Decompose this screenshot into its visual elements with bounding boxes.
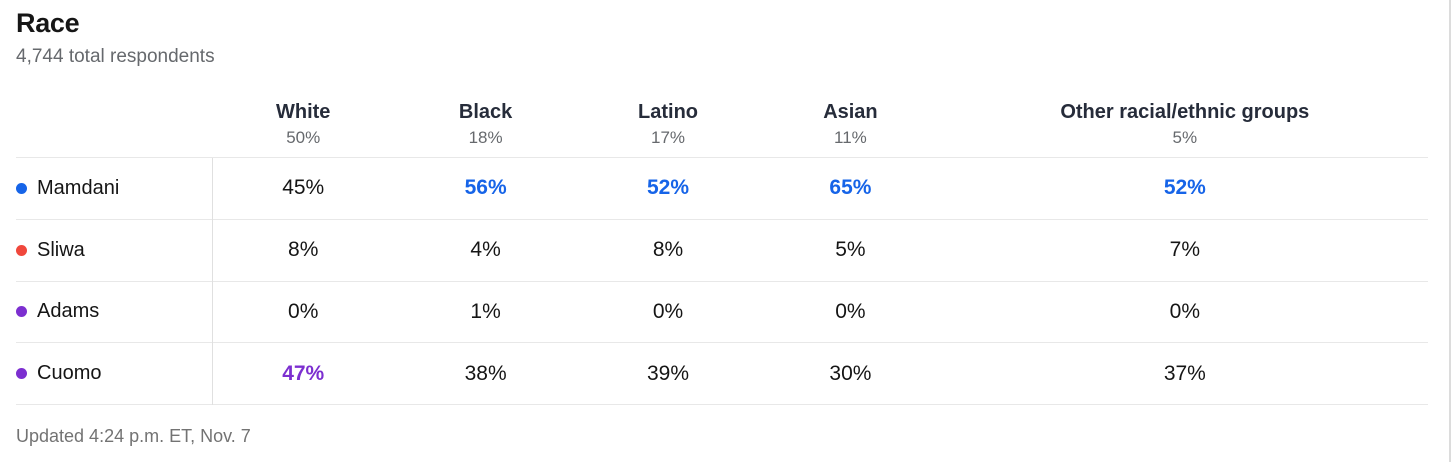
result-cell-leading: 56%	[464, 176, 507, 200]
result-cell: 45%	[282, 176, 325, 200]
result-cell-leading: 65%	[829, 176, 872, 200]
candidate-label-cell: Mamdani	[16, 177, 212, 200]
page-title: Race	[16, 8, 80, 38]
result-cell: 37%	[1163, 361, 1206, 385]
candidate-name: Sliwa	[37, 238, 85, 261]
result-cell: 0%	[1169, 299, 1200, 323]
result-cell-leading: 52%	[1163, 176, 1206, 200]
result-cell: 39%	[647, 361, 690, 385]
candidate-label-cell: Adams	[16, 300, 212, 323]
column-header-white: White 50%	[212, 96, 394, 157]
result-cell: 8%	[652, 238, 684, 262]
respondents-subtitle: 4,744 total respondents	[16, 46, 215, 67]
result-cell: 7%	[1169, 238, 1200, 262]
column-share: 11%	[834, 128, 867, 147]
right-edge-divider	[1449, 0, 1451, 462]
result-cell: 4%	[470, 238, 501, 262]
column-share: 17%	[651, 128, 686, 147]
result-cell: 0%	[652, 299, 684, 323]
table-row-mamdani: Mamdani 45% 56% 52% 65% 52%	[16, 158, 1428, 220]
result-cell: 0%	[288, 299, 319, 323]
table-row-adams: Adams 0% 1% 0% 0% 0%	[16, 282, 1428, 344]
column-label: Black	[458, 101, 513, 123]
candidate-label-cell: Cuomo	[16, 362, 212, 385]
candidate-name: Adams	[37, 300, 100, 323]
table-row-sliwa: Sliwa 8% 4% 8% 5% 7%	[16, 220, 1428, 282]
result-cell: 1%	[470, 299, 501, 323]
result-cell-leading: 47%	[282, 361, 325, 385]
table-header-row: White 50% Black 18% Latino 17% Asian 11%…	[16, 96, 1428, 158]
result-cell: 0%	[835, 299, 866, 323]
column-label: Other racial/ethnic groups	[1060, 101, 1310, 123]
candidate-color-dot	[16, 182, 27, 194]
column-share: 18%	[468, 128, 503, 147]
result-cell: 5%	[835, 238, 866, 262]
label-column-divider	[212, 158, 213, 405]
candidate-color-dot	[16, 244, 27, 256]
candidate-color-dot	[16, 368, 27, 380]
column-header-asian: Asian 11%	[759, 96, 941, 157]
column-label: Asian	[823, 101, 878, 123]
column-header-other: Other racial/ethnic groups 5%	[942, 96, 1428, 157]
candidate-label-cell: Sliwa	[16, 239, 212, 262]
result-cell: 38%	[464, 361, 507, 385]
column-header-latino: Latino 17%	[577, 96, 759, 157]
results-table: White 50% Black 18% Latino 17% Asian 11%…	[16, 96, 1428, 405]
result-cell: 8%	[288, 238, 319, 262]
column-label: Latino	[638, 101, 699, 123]
column-header-black: Black 18%	[394, 96, 576, 157]
label-column-spacer	[16, 96, 212, 157]
candidate-name: Mamdani	[37, 176, 120, 199]
column-share: 50%	[286, 128, 321, 147]
candidate-name: Cuomo	[37, 362, 102, 385]
result-cell: 30%	[829, 361, 872, 385]
table-row-cuomo: Cuomo 47% 38% 39% 30% 37%	[16, 343, 1428, 405]
updated-timestamp: Updated 4:24 p.m. ET, Nov. 7	[16, 426, 251, 446]
candidate-color-dot	[16, 306, 27, 318]
column-label: White	[275, 101, 331, 123]
column-share: 5%	[1172, 128, 1198, 147]
result-cell-leading: 52%	[647, 176, 690, 200]
